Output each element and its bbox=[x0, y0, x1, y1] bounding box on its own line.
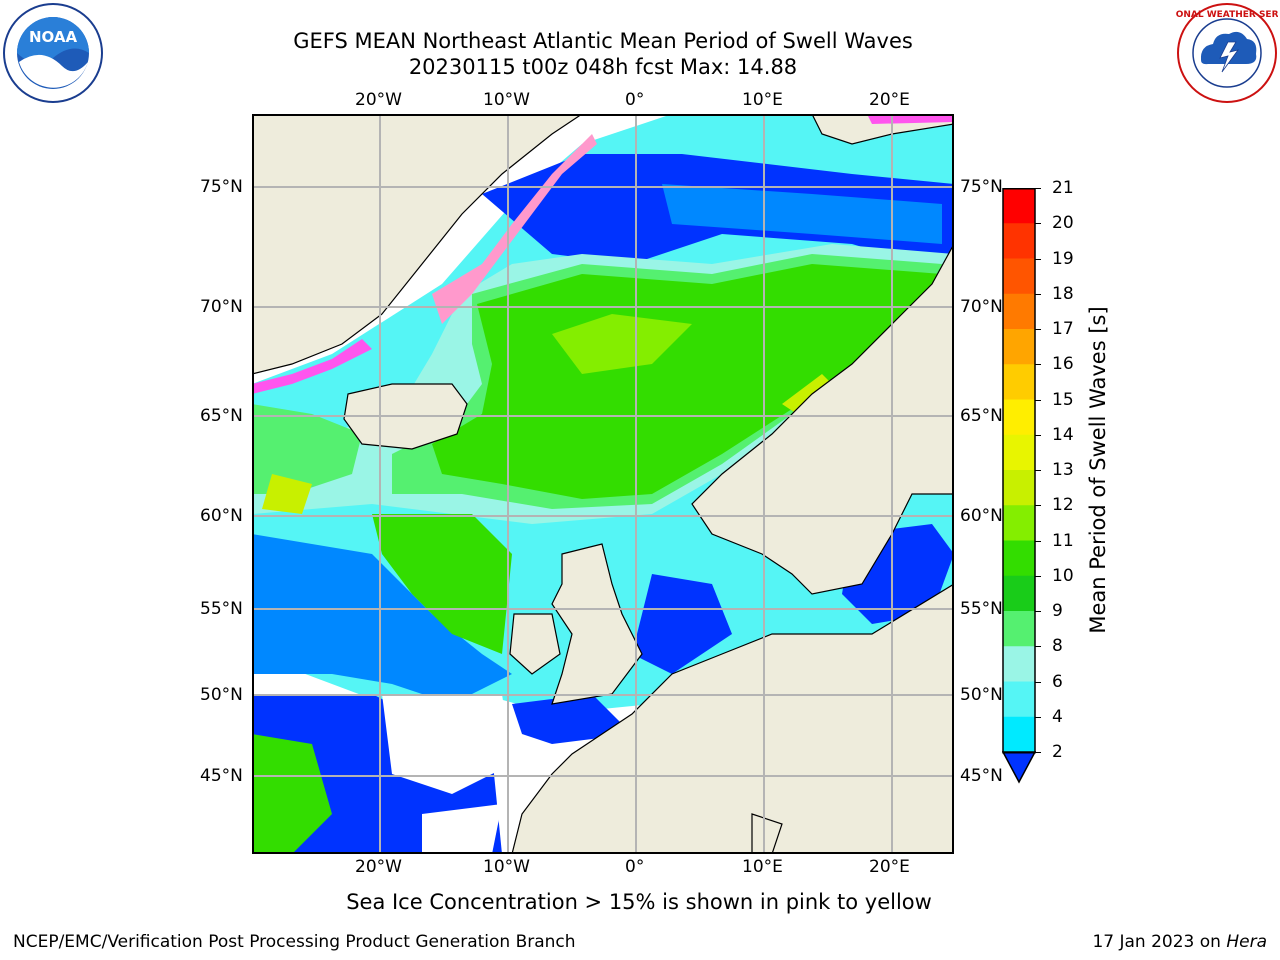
chart-subtitle: 20230115 t00z 048h fcst Max: 14.88 bbox=[408, 55, 798, 79]
scandinavia bbox=[691, 243, 954, 595]
graticule bbox=[252, 114, 954, 854]
colorbar-tick-mark bbox=[1035, 329, 1041, 330]
colorbar-tick-label: 21 bbox=[1052, 178, 1074, 198]
noaa-logo: NOAA bbox=[2, 2, 104, 104]
lat-label-left-45n: 45°N bbox=[200, 766, 243, 786]
lat-label-right-45n: 45°N bbox=[960, 766, 1003, 786]
lon-label-bottom-0: 0° bbox=[625, 857, 645, 877]
svg-text:NATIONAL WEATHER SERVICE: NATIONAL WEATHER SERVICE bbox=[1176, 10, 1278, 20]
colorbar-tick-mark bbox=[1035, 611, 1041, 612]
lat-label-left-55n: 55°N bbox=[200, 599, 243, 619]
lon-label-bottom-10e: 10°E bbox=[742, 857, 783, 877]
colorbar-segment bbox=[1003, 716, 1035, 753]
colorbar-label: Mean Period of Swell Waves [s] bbox=[1086, 306, 1110, 634]
colorbar-segment bbox=[1003, 188, 1035, 224]
lon-label-bottom-20e: 20°E bbox=[869, 857, 910, 877]
noaa-logo-text: NOAA bbox=[29, 28, 78, 46]
colorbar-tick-mark bbox=[1035, 470, 1041, 471]
colorbar-segment bbox=[1003, 364, 1035, 400]
colorbar-segment bbox=[1003, 646, 1035, 682]
colorbar-tick-mark bbox=[1035, 293, 1041, 295]
colorbar-tick-mark bbox=[1035, 752, 1041, 753]
colorbar-tick-label: 16 bbox=[1052, 354, 1074, 375]
footer-credit: NCEP/EMC/Verification Post Processing Pr… bbox=[13, 932, 576, 952]
colorbar-tick-mark bbox=[1035, 364, 1041, 366]
lat-label-left-60n: 60°N bbox=[200, 506, 243, 526]
lon-label-bottom-10w: 10°W bbox=[483, 857, 530, 877]
colorbar-tick-mark bbox=[1035, 399, 1041, 401]
lat-label-right-55n: 55°N bbox=[960, 599, 1003, 619]
colorbar-segment bbox=[1003, 223, 1035, 259]
colorbar bbox=[1001, 188, 1037, 784]
colorbar-segment bbox=[1003, 681, 1035, 718]
land bbox=[252, 114, 954, 854]
colorbar-tick-mark bbox=[1035, 575, 1041, 577]
colorbar-segment bbox=[1003, 434, 1035, 471]
lon-label-top-10e: 10°E bbox=[742, 90, 783, 110]
lat-label-left-70n: 70°N bbox=[200, 297, 243, 317]
colorbar-tick-mark bbox=[1035, 258, 1041, 260]
lon-label-top-10w: 10°W bbox=[483, 90, 530, 110]
lon-label-top-0: 0° bbox=[625, 90, 645, 110]
colorbar-tick-mark bbox=[1035, 434, 1041, 436]
lat-label-right-75n: 75°N bbox=[960, 177, 1003, 197]
colorbar-tick-label: 18 bbox=[1052, 283, 1074, 304]
colorbar-segment bbox=[1003, 505, 1035, 541]
colorbar-tick-label: 11 bbox=[1052, 530, 1074, 551]
lat-label-right-50n: 50°N bbox=[960, 685, 1003, 705]
colorbar-ticks: 21 20 19 18 17 16 15 14 13 12 11 10 9 8 6 4 2 bbox=[1035, 178, 1080, 778]
colorbar-tick-mark bbox=[1035, 223, 1041, 225]
colorbar-tick-mark bbox=[1035, 646, 1041, 648]
colorbar-tick-mark bbox=[1035, 681, 1041, 683]
colorbar-tick-label: 6 bbox=[1052, 671, 1063, 692]
colorbar-tick-label: 9 bbox=[1052, 601, 1063, 621]
continental-europe bbox=[511, 583, 954, 854]
colorbar-segment bbox=[1003, 540, 1035, 577]
colorbar-tick-label: 13 bbox=[1052, 460, 1074, 480]
iberia-corsica bbox=[751, 813, 783, 854]
colorbar-tick-label: 19 bbox=[1052, 248, 1074, 269]
colorbar-tick-label: 10 bbox=[1052, 565, 1074, 586]
colorbar-tick-label: 12 bbox=[1052, 495, 1074, 516]
ireland bbox=[509, 613, 561, 675]
colorbar-tick-mark bbox=[1035, 716, 1041, 718]
colorbar-segment bbox=[1003, 329, 1035, 365]
colorbar-tick-label: 15 bbox=[1052, 389, 1074, 410]
colorbar-extend-arrow bbox=[1001, 751, 1037, 784]
colorbar-tick-label: 20 bbox=[1052, 213, 1074, 234]
colorbar-tick-label: 14 bbox=[1052, 424, 1074, 445]
lat-label-right-60n: 60°N bbox=[960, 506, 1003, 526]
footer-host: Hera bbox=[1226, 932, 1267, 952]
nws-logo: NATIONAL WEATHER SERVICE bbox=[1152, 2, 1280, 104]
lon-label-top-20w: 20°W bbox=[355, 90, 402, 110]
colorbar-segment bbox=[1003, 575, 1035, 612]
colorbar-tick-mark bbox=[1035, 188, 1041, 189]
footer-date: 17 Jan 2023 on Hera bbox=[1092, 932, 1267, 952]
map-panel bbox=[252, 114, 954, 854]
colorbar-tick-mark bbox=[1035, 540, 1041, 542]
colorbar-tick-label: 17 bbox=[1052, 319, 1074, 339]
lat-label-left-50n: 50°N bbox=[200, 685, 243, 705]
footer-date-text: 17 Jan 2023 on bbox=[1092, 932, 1227, 952]
sea-ice bbox=[252, 114, 954, 394]
colorbar-tick-label: 8 bbox=[1052, 636, 1063, 657]
colorbar-tick-label: 2 bbox=[1052, 742, 1063, 762]
lat-label-left-65n: 65°N bbox=[200, 406, 243, 426]
colorbar-tick-label: 4 bbox=[1052, 706, 1063, 727]
colorbar-segment bbox=[1003, 611, 1035, 647]
great-britain bbox=[551, 543, 643, 705]
colorbar-segment bbox=[1003, 258, 1035, 295]
colorbar-segment bbox=[1003, 399, 1035, 436]
colorbar-tick-mark bbox=[1035, 505, 1041, 507]
colorbar-segment bbox=[1003, 470, 1035, 506]
colorbar-segment bbox=[1003, 293, 1035, 330]
greenland bbox=[252, 114, 584, 375]
lon-label-top-20e: 20°E bbox=[869, 90, 910, 110]
chart-title: GEFS MEAN Northeast Atlantic Mean Period… bbox=[293, 29, 913, 53]
lon-label-bottom-20w: 20°W bbox=[355, 857, 402, 877]
sea-ice-note: Sea Ice Concentration > 15% is shown in … bbox=[346, 890, 932, 914]
lat-label-left-75n: 75°N bbox=[200, 177, 243, 197]
lat-label-right-70n: 70°N bbox=[960, 297, 1003, 317]
lat-label-right-65n: 65°N bbox=[960, 406, 1003, 426]
